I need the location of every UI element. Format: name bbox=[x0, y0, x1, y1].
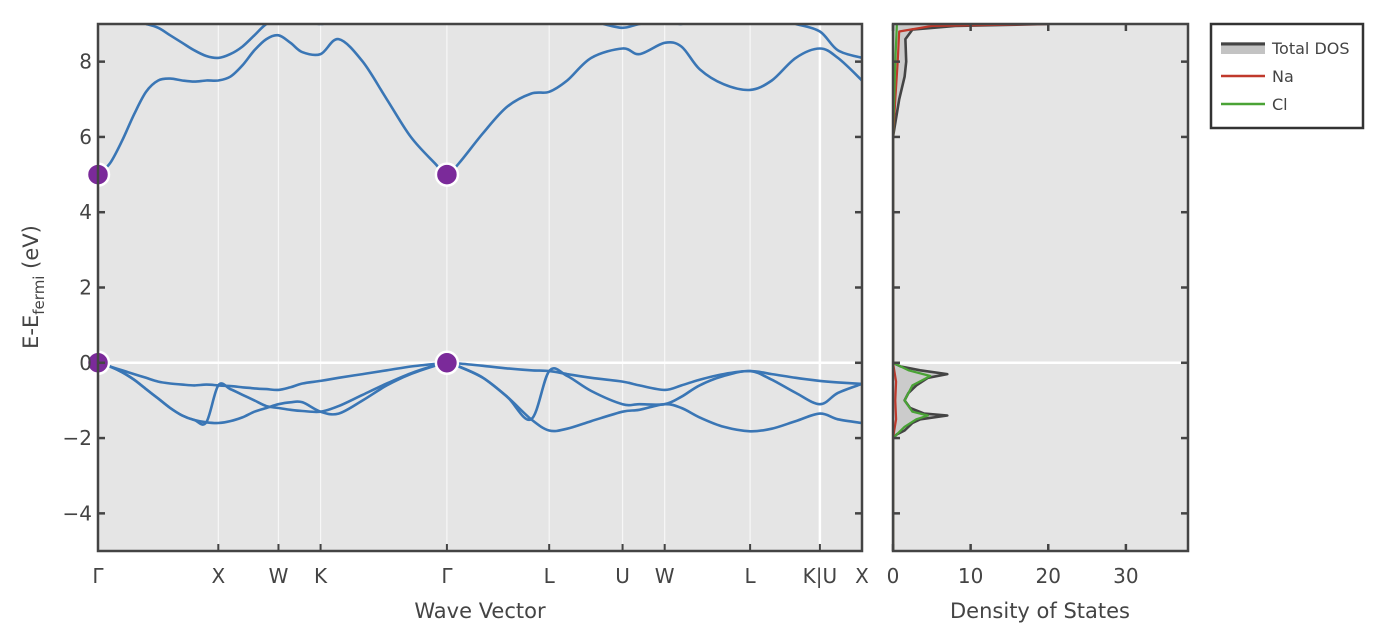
legend-frame bbox=[1209, 22, 1365, 130]
band-line bbox=[603, 24, 687, 30]
y-tick-label: −4 bbox=[63, 501, 92, 525]
kpoint-label: L bbox=[745, 564, 757, 588]
band-line bbox=[98, 361, 862, 392]
y-tick-label: 2 bbox=[79, 276, 92, 300]
legend-items: Total DOS Na Cl bbox=[1221, 39, 1350, 114]
band-line bbox=[795, 24, 862, 60]
band-edge-marker bbox=[434, 162, 460, 187]
kpoint-label: Γ bbox=[441, 564, 453, 588]
dos-x-tick-label: 0 bbox=[887, 564, 900, 588]
dos-y-ticks bbox=[893, 60, 1188, 515]
band-x-ticks: Γ X W K Γ L U W L K|U X bbox=[92, 544, 869, 588]
band-lines bbox=[98, 24, 862, 433]
band-y-ticks: −4 −2 0 2 4 6 8 bbox=[63, 50, 862, 525]
band-edge-marker bbox=[434, 350, 460, 376]
dos-plot-background bbox=[893, 24, 1188, 551]
kpoint-label: W bbox=[655, 564, 675, 588]
legend-label: Na bbox=[1272, 67, 1294, 86]
band-y-axis-title: E-Efermi (eV) bbox=[19, 225, 48, 349]
kpoint-label: K bbox=[314, 564, 328, 588]
dos-x-tick-label: 20 bbox=[1036, 564, 1061, 588]
kpoint-label: U bbox=[615, 564, 630, 588]
y-tick-label: 4 bbox=[79, 200, 92, 224]
legend-label: Total DOS bbox=[1271, 39, 1350, 58]
band-line bbox=[98, 361, 862, 426]
kpoint-label: X bbox=[855, 564, 869, 588]
legend-label: Cl bbox=[1272, 95, 1288, 114]
dos-x-axis-title: Density of States bbox=[950, 599, 1130, 623]
dos-x-tick-label: 10 bbox=[958, 564, 983, 588]
dos-x-ticks: 0 10 20 30 bbox=[887, 24, 1139, 588]
band-plot-background bbox=[98, 24, 862, 551]
legend: Total DOS Na Cl bbox=[1209, 22, 1365, 130]
dos-x-tick-label: 30 bbox=[1113, 564, 1138, 588]
dos-line-cl bbox=[893, 24, 932, 551]
y-tick-label: 6 bbox=[79, 125, 92, 149]
kpoint-label: Γ bbox=[92, 564, 104, 588]
y-tick-label: 0 bbox=[79, 351, 92, 375]
kpoint-label: W bbox=[269, 564, 289, 588]
dos-panel: 0 10 20 30 Density of States bbox=[887, 22, 1190, 623]
dos-line-na bbox=[893, 24, 1049, 551]
kpoint-label: X bbox=[211, 564, 225, 588]
dos-series bbox=[893, 24, 1049, 551]
band-x-axis-title: Wave Vector bbox=[414, 599, 546, 623]
y-tick-label: −2 bbox=[63, 426, 92, 450]
kpoint-label: L bbox=[544, 564, 556, 588]
kpoint-label: K|U bbox=[803, 564, 838, 588]
band-structure-panel: −4 −2 0 2 4 6 8 Γ X W K Γ L U W L K|U X Wave Vector E-Ef… bbox=[19, 22, 869, 623]
band-line bbox=[98, 33, 862, 176]
y-tick-label: 8 bbox=[79, 50, 92, 74]
band-line bbox=[145, 24, 330, 60]
kpoint-gridlines bbox=[217, 24, 822, 551]
